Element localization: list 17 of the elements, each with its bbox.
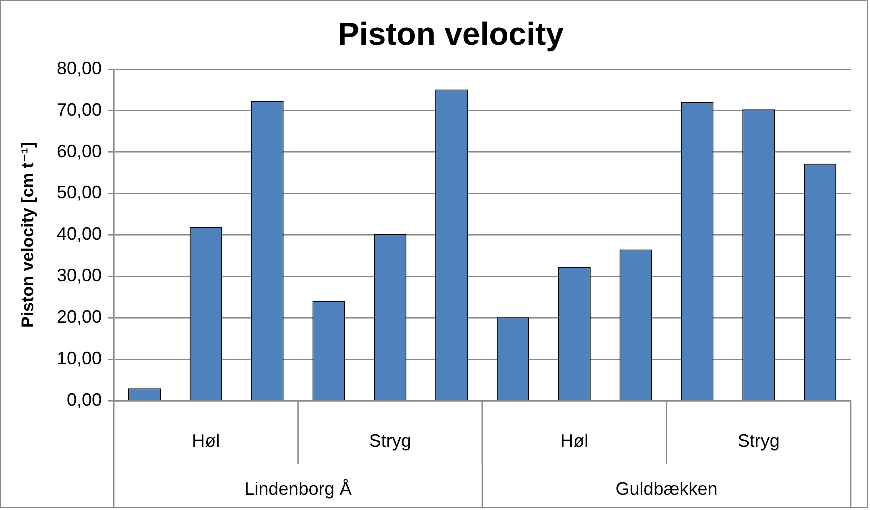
text: Guldbækken [616, 478, 718, 499]
chart-title: Piston velocity [338, 16, 564, 52]
x-tick-label: Høl [192, 430, 220, 451]
y-tick-label: 40,00 [56, 224, 102, 244]
y-tick-label: 50,00 [56, 182, 102, 203]
y-axis-title: Piston velocity [cm t⁻¹] [18, 142, 38, 328]
x-tick-label: Stryg [738, 430, 780, 451]
y-tick-label: 0,00 [66, 390, 102, 410]
y-tick-label: 80,00 [56, 58, 102, 78]
y-tick-label: 10,00 [56, 348, 102, 369]
x-tick-label: Høl [560, 430, 589, 451]
text: Lindenborg Å [244, 478, 352, 499]
y-tick-label: 70,00 [56, 100, 102, 120]
y-tick-label: 30,00 [56, 266, 102, 286]
x-tick-label: Stryg [369, 430, 412, 451]
y-tick-label: 20,00 [56, 307, 102, 328]
y-tick-label: 60,00 [56, 141, 102, 162]
